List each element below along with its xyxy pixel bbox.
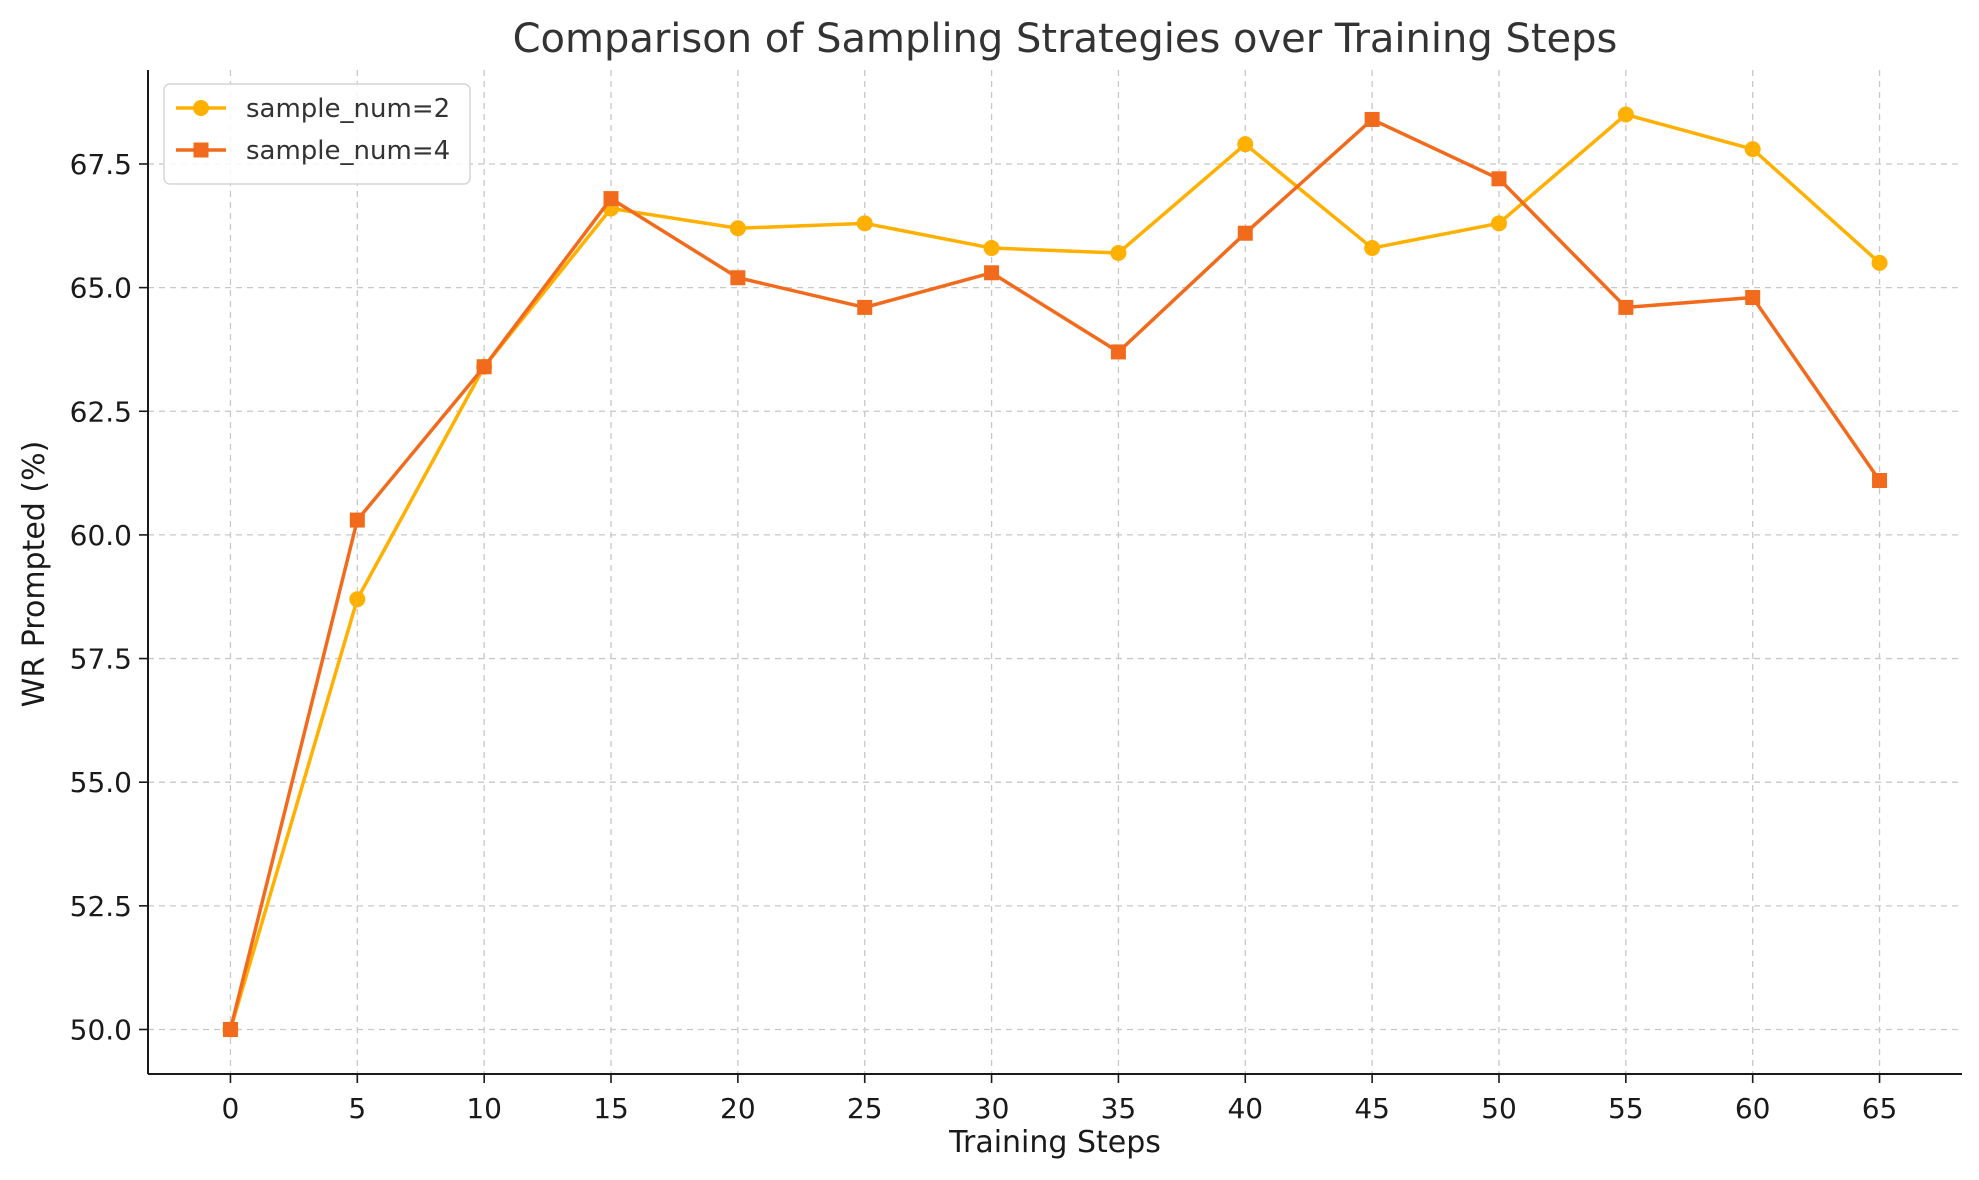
data-point (856, 215, 873, 232)
data-point (1110, 344, 1126, 360)
data-point (1872, 473, 1888, 489)
x-tick-label: 15 (593, 1092, 629, 1125)
x-tick-label: 60 (1735, 1092, 1771, 1125)
legend-marker (193, 142, 209, 158)
legend-label: sample_num=4 (246, 136, 450, 166)
x-tick-label: 25 (847, 1092, 883, 1125)
data-point (1364, 111, 1380, 127)
data-point (222, 1021, 238, 1037)
legend-box (163, 83, 471, 185)
x-tick-label: 20 (720, 1092, 756, 1125)
data-point (1237, 136, 1254, 153)
y-axis-label: WR Prompted (%) (17, 441, 52, 708)
data-point (729, 220, 746, 237)
x-tick-label: 35 (1101, 1092, 1137, 1125)
data-point (1110, 244, 1127, 261)
x-tick-label: 10 (466, 1092, 502, 1125)
chart-title: Comparison of Sampling Strategies over T… (513, 16, 1618, 62)
legend-item: sample_num=4 (176, 136, 450, 166)
x-tick-label: 5 (348, 1092, 366, 1125)
x-tick-label: 65 (1862, 1092, 1898, 1125)
data-point (349, 512, 365, 528)
data-point (1491, 171, 1507, 187)
series-2 (222, 111, 1888, 1037)
y-tick-label: 57.5 (70, 643, 132, 676)
data-point (857, 299, 873, 315)
data-point (730, 270, 746, 286)
legend-item: sample_num=2 (176, 94, 450, 124)
x-tick-label: 40 (1227, 1092, 1263, 1125)
data-point (1364, 240, 1381, 257)
y-tick-label: 52.5 (70, 890, 132, 923)
series-layer (222, 106, 1888, 1038)
x-axis-label: Training Steps (948, 1125, 1161, 1160)
series-1 (222, 106, 1888, 1038)
data-point (1618, 299, 1634, 315)
y-tick-label: 67.5 (70, 148, 132, 181)
y-tick-label: 62.5 (70, 395, 132, 428)
data-point (1617, 106, 1634, 123)
data-point (983, 240, 1000, 257)
x-tick-label: 50 (1481, 1092, 1517, 1125)
y-tick-label: 60.0 (70, 519, 132, 552)
series-line (228, 112, 1881, 1030)
data-point (476, 359, 492, 375)
y-tick-label: 55.0 (70, 766, 132, 799)
data-point (349, 591, 366, 608)
series-line (228, 117, 1881, 1030)
data-point (1871, 254, 1888, 271)
y-tick-label: 50.0 (70, 1013, 132, 1046)
data-point (1237, 225, 1253, 241)
x-tick-label: 30 (974, 1092, 1010, 1125)
x-tick-label: 45 (1354, 1092, 1390, 1125)
axes: 0 5 10 15 20 25 30 35 40 45 50 55 60 65 50.0 52.5 55.0 57… (70, 70, 1962, 1125)
legend-marker (193, 100, 209, 116)
data-point (1745, 290, 1761, 306)
data-point (1744, 141, 1761, 158)
data-point (984, 265, 1000, 281)
grid (148, 70, 1962, 1074)
legend: sample_num=2 sample_num=4 (163, 83, 471, 185)
y-tick-label: 65.0 (70, 272, 132, 305)
data-point (1490, 215, 1507, 232)
data-point (603, 191, 619, 207)
x-tick-label: 0 (222, 1092, 240, 1125)
x-tick-label: 55 (1608, 1092, 1644, 1125)
legend-label: sample_num=2 (246, 94, 450, 124)
